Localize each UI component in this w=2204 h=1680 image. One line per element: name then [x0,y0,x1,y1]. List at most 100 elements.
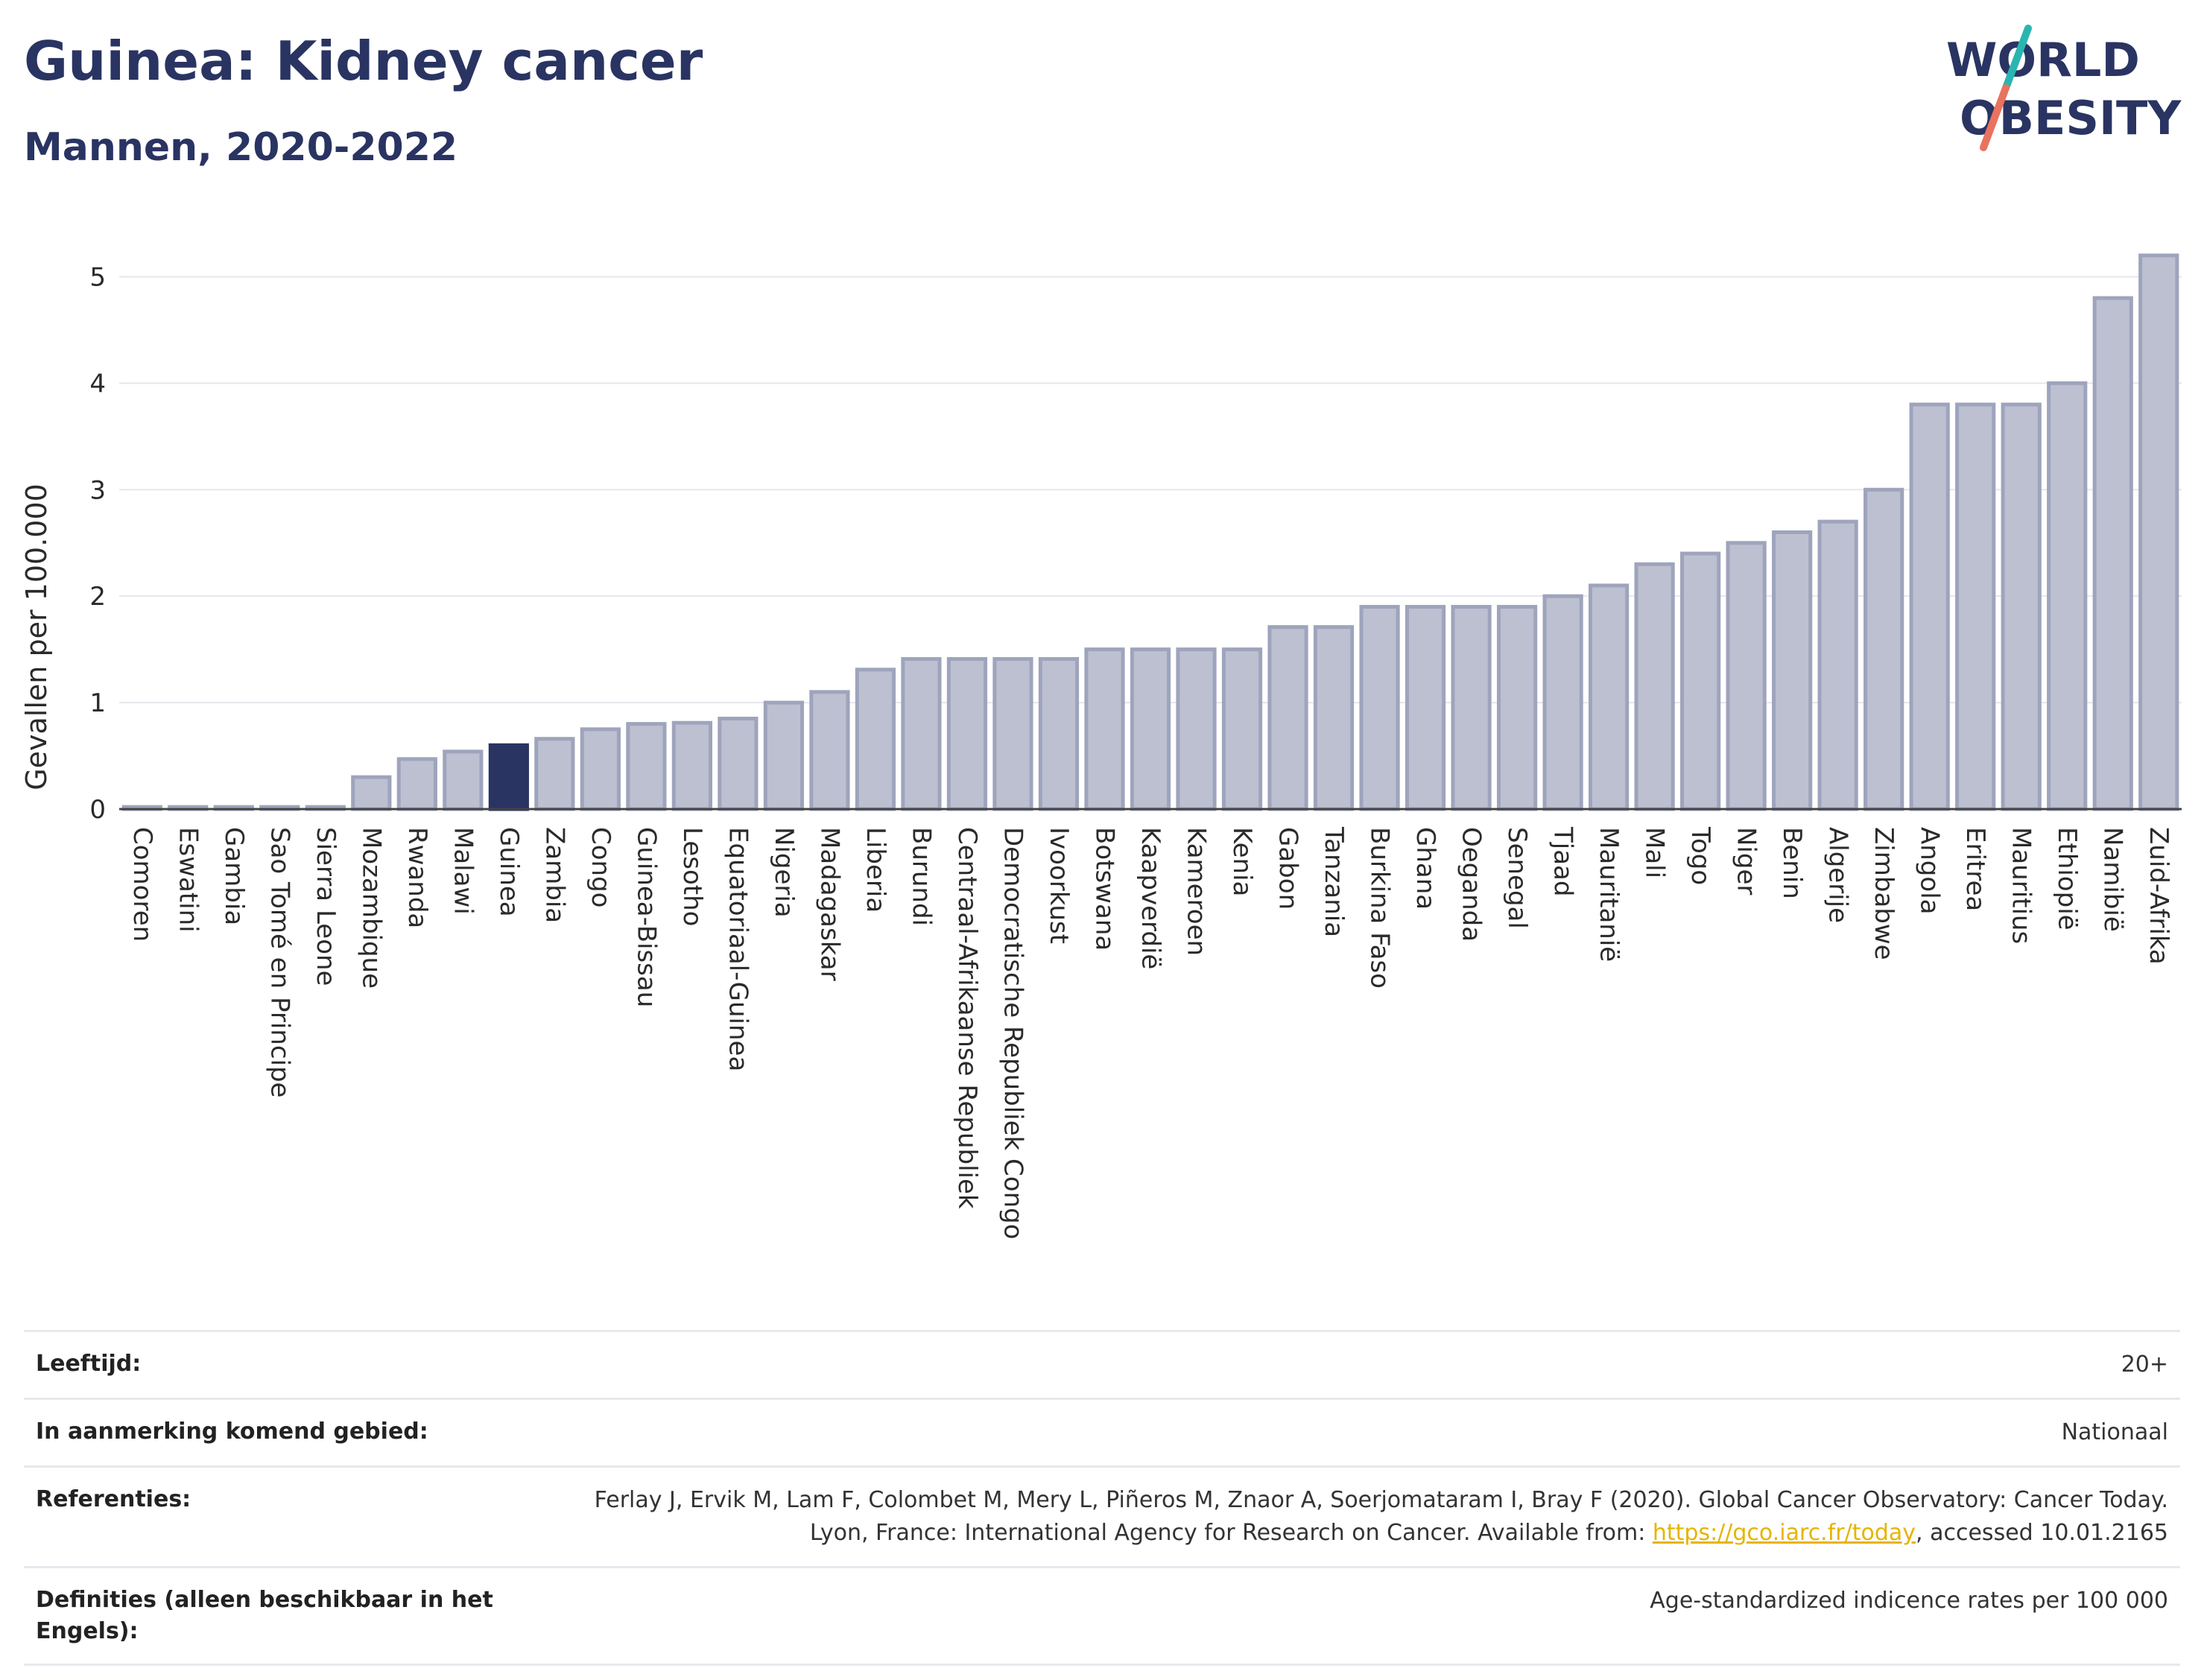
x-tick-label: Burundi [906,827,936,926]
bar [626,722,667,811]
x-tick-label: Rwanda [402,827,432,928]
bar [1680,551,1721,811]
bar [1909,402,1950,811]
reference-accessed: , accessed 10.01.2165 [1916,1520,2168,1546]
bar-chart: 0 1 2 3 4 5 Gevallen per 100.000 Comoren Eswat… [20,253,2182,1240]
x-tick-label: Tanzania [1319,826,1349,937]
x-tick-label: Kenia [1227,827,1257,896]
bar [1405,604,1446,811]
y-tick-label: 4 [89,369,106,399]
metadata-key: Definities (alleen beschikbaar in het En… [36,1587,493,1644]
x-tick-label: Angola [1915,827,1945,914]
bar [1084,647,1125,811]
metadata-key: Leeftijd: [36,1351,142,1377]
x-tick-label: Oeganda [1457,827,1486,942]
bar [809,690,850,811]
metadata-key: Referenties: [36,1486,191,1512]
chart-title: Guinea: Kidney cancer [24,30,703,92]
x-tick-label: Burkina Faso [1365,827,1395,989]
metadata-row: Definities (alleen beschikbaar in het En… [24,1566,2180,1666]
x-tick-label: Malawi [448,827,478,915]
bar [855,668,896,811]
y-tick-label: 0 [89,795,106,825]
x-tick-label: Mali [1640,827,1670,878]
x-tick-label: Kameroen [1182,827,1212,956]
x-tick-label: Benin [1777,827,1807,899]
x-tick-label: Madagaskar [814,827,844,981]
x-tick-label: Zambia [539,827,569,923]
metadata-value: Nationaal [2061,1419,2168,1445]
metadata-value: Ferlay J, Ervik M, Lam F, Colombet M, Me… [566,1484,2168,1550]
x-tick-label: Niger [1732,827,1761,895]
x-tick-label: Ethiopië [2052,827,2082,931]
metadata-table: Leeftijd: 20+ In aanmerking komend gebied:… [24,1330,2180,1666]
x-tick-label: Tjaad [1548,826,1578,896]
bar [763,700,805,811]
bar [1359,604,1400,811]
x-tick-label: Ivoorkust [1044,827,1074,944]
x-tick-label: Nigeria [769,827,799,918]
x-tick-label: Mozambique [356,827,386,989]
bar [443,749,484,811]
bar [1451,604,1492,811]
bar [1863,487,1904,811]
logo-slash-coral [1980,84,2010,151]
x-tick-label: Guinea-Bissau [631,827,661,1007]
x-tick-label: Sao Tomé en Principe [265,827,294,1097]
x-tick-label: Senegal [1502,827,1532,929]
bar [901,656,942,811]
reference-text: Ferlay J, Ervik M, Lam F, Colombet M, Me… [594,1487,2168,1546]
bar [1313,625,1355,811]
x-tick-label: Algerije [1823,827,1853,923]
bar [1221,647,1263,811]
bars [121,253,2179,811]
bar-highlighted [488,743,529,811]
x-tick-label: Centraal-Afrikaanse Republiek [952,827,982,1209]
bar [1726,541,1767,811]
bar [992,656,1033,811]
x-tick-label: Togo [1685,826,1715,885]
bar [1496,604,1538,811]
x-tick-label: Guinea [494,827,524,917]
bar [1542,594,1583,811]
bar [1267,625,1308,811]
y-axis-label: Gevallen per 100.000 [20,484,53,790]
y-axis-ticks: 0 1 2 3 4 5 [89,262,106,825]
chart-subtitle: Mannen, 2020-2022 [24,125,458,170]
bar [351,775,392,811]
logo-slash-teal [2002,25,2032,92]
bar [2047,381,2088,811]
y-tick-label: 2 [89,582,106,612]
y-tick-label: 1 [89,688,106,718]
x-tick-label: Sierra Leone [311,827,341,986]
x-tick-label: Mauritanië [1594,827,1624,962]
metadata-row: Referenties: Ferlay J, Ervik M, Lam F, Co… [24,1465,2180,1566]
reference-link[interactable]: https://gco.iarc.fr/today [1652,1520,1916,1546]
x-tick-label: Liberia [861,827,890,913]
x-tick-label: Comoren [127,827,157,942]
bar [2092,296,2133,811]
bar [1038,656,1080,811]
x-axis-ticks: Comoren Eswatini Gambia Sao Tomé en Princip… [127,826,2173,1240]
bar [1772,530,1813,811]
bar [946,656,988,811]
x-tick-label: Gabon [1273,827,1303,910]
x-tick-label: Zimbabwe [1869,827,1899,960]
bar [2138,253,2179,811]
metadata-key: In aanmerking komend gebied: [36,1419,428,1445]
x-tick-label: Mauritius [2007,827,2036,944]
metadata-value: 20+ [2121,1351,2168,1378]
metadata-row: In aanmerking komend gebied: Nationaal [24,1398,2180,1465]
bar [2001,402,2042,811]
x-tick-label: Gambia [219,827,249,925]
bar [718,717,759,811]
x-tick-label: Kaapverdië [1136,827,1165,969]
bar [396,757,437,811]
x-tick-label: Congo [586,827,615,907]
metadata-value: Age-standardized indicence rates per 100… [1650,1588,2168,1614]
bar [1817,519,1858,811]
x-tick-label: Eritrea [1960,827,1990,911]
x-tick-label: Botswana [1089,827,1119,951]
x-tick-label: Equatoriaal-Guinea [723,827,753,1071]
x-tick-label: Democratische Republiek Congo [998,827,1027,1240]
